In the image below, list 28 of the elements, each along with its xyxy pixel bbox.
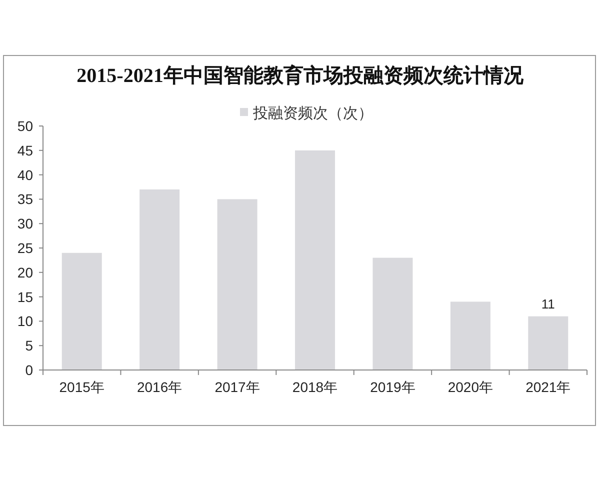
y-tick-label: 35 (17, 191, 34, 208)
x-tick-label: 2016年 (136, 379, 182, 395)
x-tick-label: 2015年 (59, 379, 104, 395)
x-tick-label: 2020年 (448, 379, 494, 395)
bar (372, 258, 413, 370)
bar (217, 199, 258, 370)
bar (528, 316, 568, 370)
legend-label: 投融资频次（次） (252, 105, 373, 122)
x-tick-label: 2021年 (526, 379, 571, 395)
y-tick-label: 30 (17, 216, 34, 232)
y-tick-label: 15 (17, 288, 34, 305)
y-tick-label: 10 (17, 313, 34, 330)
chart-title: 2015-2021年中国智能教育市场投融资频次统计情况 (76, 64, 524, 87)
bar (450, 302, 490, 370)
y-tick-label: 20 (17, 264, 34, 280)
y-tick-label: 25 (17, 240, 34, 256)
bar (140, 189, 180, 370)
y-tick-label: 40 (17, 166, 34, 183)
y-tick-label: 50 (17, 118, 34, 134)
bar (62, 252, 102, 370)
y-tick-label: 45 (17, 142, 34, 158)
data-label: 11 (541, 296, 555, 312)
y-tick-label: 0 (25, 362, 34, 378)
bar (295, 150, 335, 370)
x-tick-label: 2018年 (292, 379, 338, 395)
x-tick-label: 2019年 (370, 379, 416, 395)
y-tick-label: 5 (25, 338, 34, 354)
x-tick-label: 2017年 (214, 379, 260, 395)
